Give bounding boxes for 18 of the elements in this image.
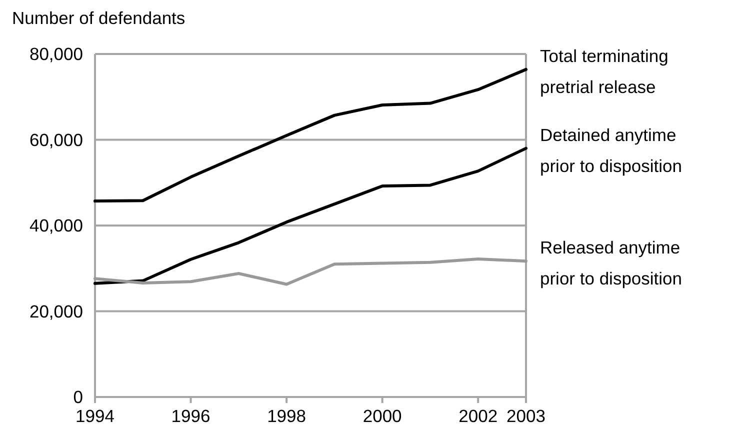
x-tick-label: 1994 (76, 406, 115, 426)
line-series (94, 257, 528, 286)
series-label: Total terminating pretrial release (540, 46, 668, 97)
x-tick-label: 2000 (362, 406, 402, 426)
y-tick-label: 60,000 (29, 130, 84, 150)
x-tick-label: 2003 (506, 406, 546, 426)
y-axis-title: Number of defendants (12, 8, 186, 28)
y-tick-label: 40,000 (29, 216, 84, 236)
x-tick-label: 1998 (267, 406, 306, 426)
y-tick-label: 20,000 (29, 301, 84, 322)
y-tick-label: 0 (73, 387, 84, 407)
line-series (94, 68, 528, 203)
series-label: Detained anytime prior to disposition (540, 124, 682, 176)
series-label: Released anytime prior to disposition (540, 238, 682, 289)
x-tick-label: 2002 (458, 406, 498, 426)
x-tick-label: 1996 (171, 406, 210, 426)
y-tick-label: 80,000 (29, 44, 84, 64)
line-series (94, 146, 528, 285)
